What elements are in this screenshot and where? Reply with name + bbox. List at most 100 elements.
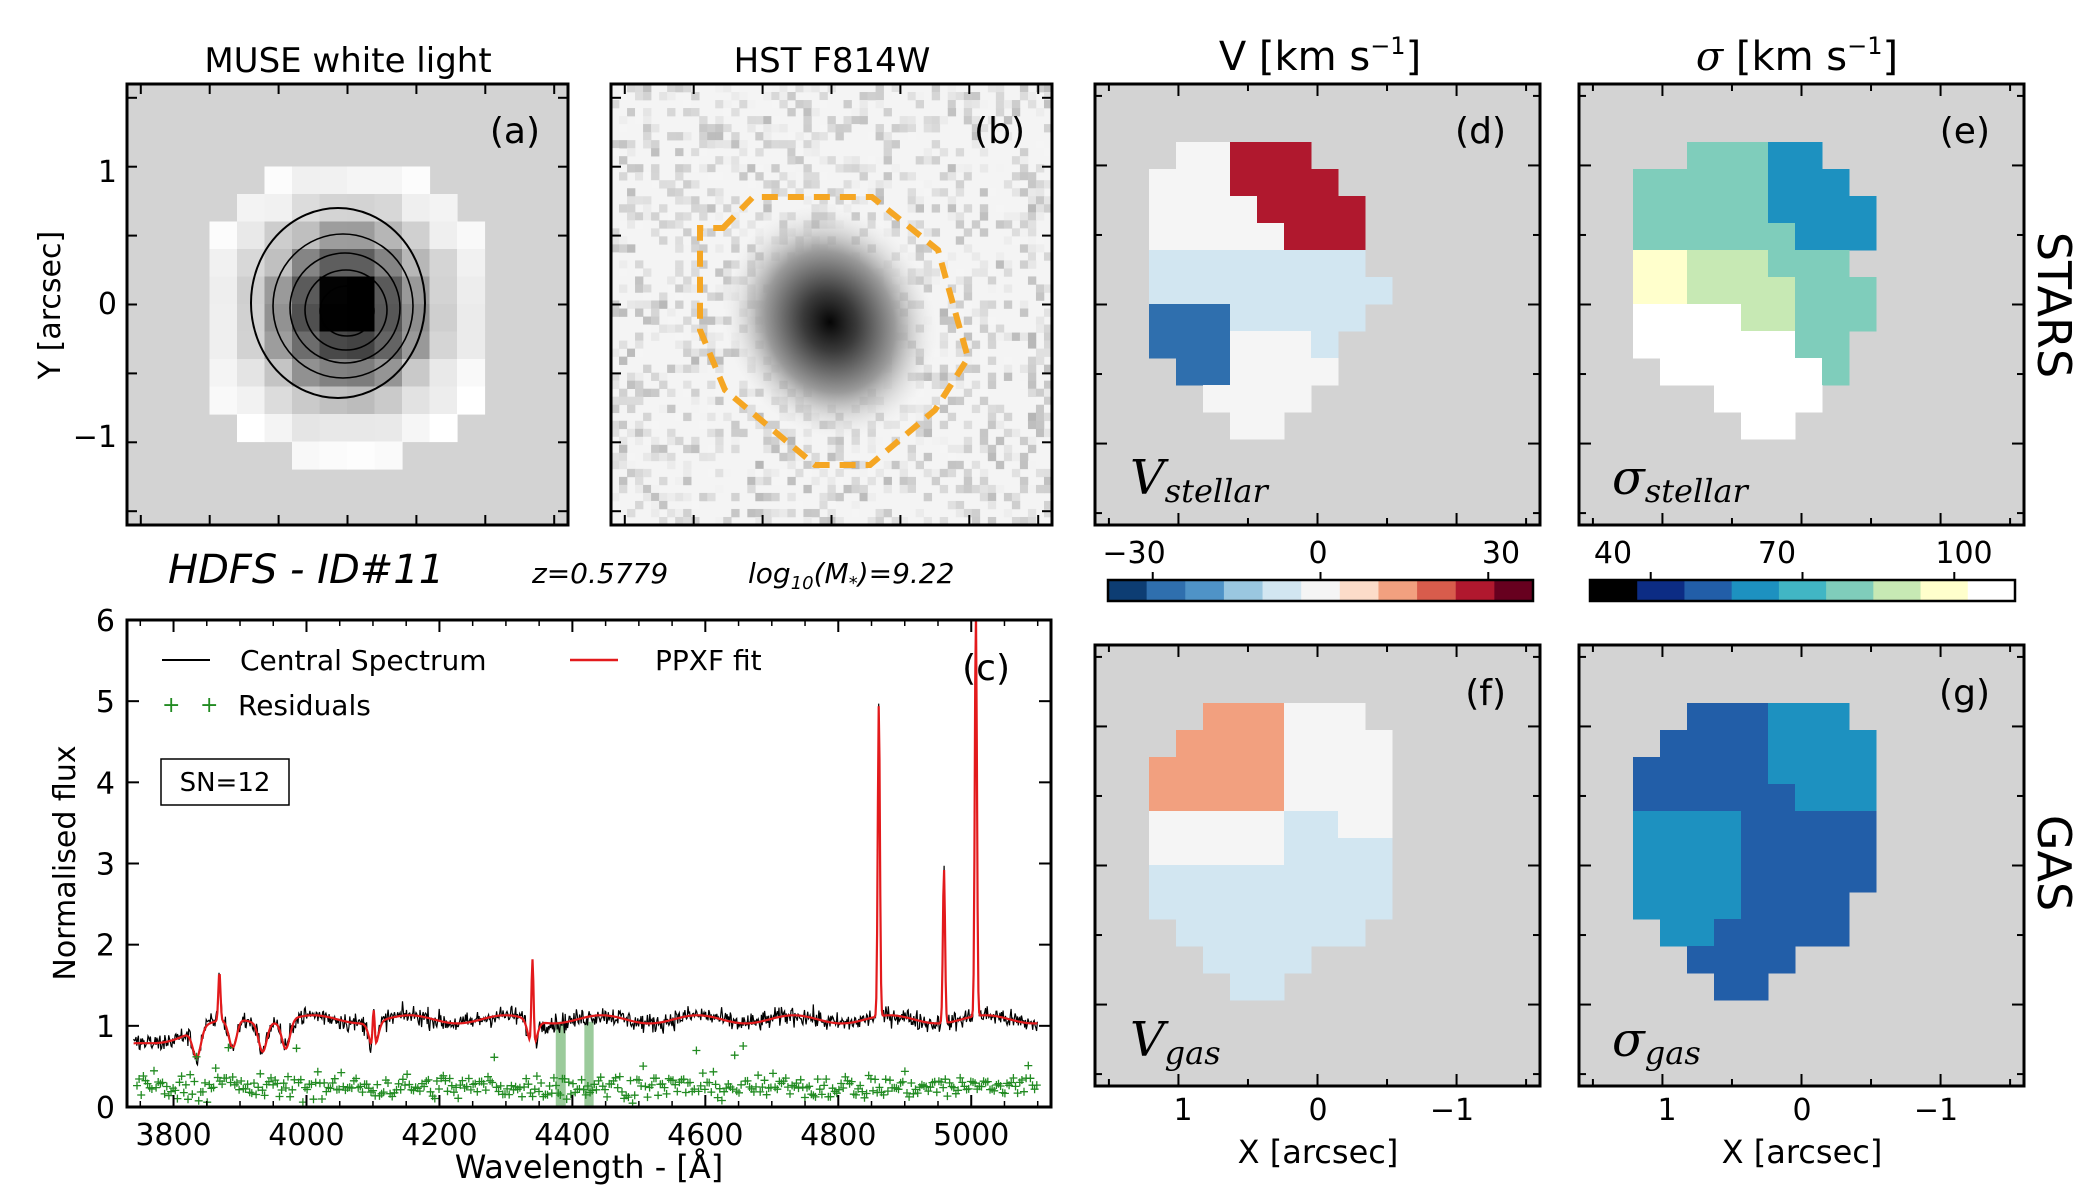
panel-b-noise-pixel [931, 204, 941, 213]
panel-b-noise-pixel [779, 84, 788, 93]
map-cell [1687, 304, 1715, 332]
panel-b-noise-pixel [931, 276, 941, 285]
panel-b-noise-pixel [731, 84, 740, 93]
panel-b-noise-pixel [1027, 460, 1037, 470]
panel-b-noise-pixel [1027, 332, 1037, 341]
panel-a-pixel [264, 386, 293, 415]
panel-b-noise-pixel [939, 372, 949, 381]
map-cell [1849, 277, 1877, 305]
map-cell [1176, 811, 1204, 839]
panel-a-pixel [374, 414, 403, 443]
panel-c-ytick-label: 0 [96, 1091, 115, 1126]
panel-b-noise-pixel [1027, 372, 1037, 381]
residual-point [335, 1085, 344, 1094]
panel-b-noise-pixel [883, 204, 892, 213]
map-cell [1338, 730, 1366, 758]
masked-region [555, 1021, 566, 1107]
panel-g-map-label: σgas [1612, 1012, 1701, 1072]
panel-c-ytick-label: 2 [96, 929, 115, 964]
residual-point [518, 1092, 526, 1101]
map-cell [1203, 730, 1231, 758]
map-cell [1284, 385, 1312, 413]
residual-point [320, 1078, 329, 1087]
panel-b-noise-pixel [971, 268, 981, 277]
panel-b-noise-pixel [755, 492, 764, 502]
panel-b-noise-pixel [731, 428, 740, 438]
panel-b-noise-pixel [971, 308, 981, 317]
map-cell [1203, 250, 1231, 278]
panel-b-noise-pixel [963, 436, 973, 446]
panel-b-noise-pixel [651, 388, 660, 398]
map-cell [1741, 865, 1769, 893]
residuals-series [133, 1042, 1041, 1107]
panel-b-noise-pixel [1019, 188, 1029, 197]
panel-a-pixel [429, 331, 458, 360]
map-cell [1714, 304, 1742, 332]
panel-b-noise-pixel [635, 332, 644, 341]
map-cell [1633, 331, 1661, 359]
panel-b-noise-pixel [1043, 476, 1052, 486]
map-cell [1257, 865, 1285, 893]
panel-b-noise-pixel [691, 396, 700, 406]
panel-b-noise-pixel [947, 372, 957, 381]
panel-b-noise-pixel [675, 436, 684, 446]
residual-point [690, 1085, 699, 1094]
panel-b-noise-pixel [1035, 204, 1045, 213]
residual-point [147, 1085, 156, 1093]
panel-a-pixel [457, 221, 486, 250]
panel-b-noise-pixel [947, 324, 957, 333]
residual-point [520, 1083, 529, 1091]
map-cell [1822, 358, 1850, 386]
panel-a-pixel [402, 304, 431, 333]
map-cell [1768, 331, 1796, 359]
map-cell [1311, 703, 1339, 731]
panel-b-noise-pixel [971, 116, 981, 125]
residual-point [926, 1083, 935, 1092]
panel-b-noise-pixel [955, 236, 965, 245]
panel-c-plot-area [133, 620, 1041, 1107]
panel-a-pixel [374, 386, 403, 415]
panel-b-noise-pixel [779, 140, 788, 149]
panel-b-noise-pixel [627, 508, 636, 518]
residual-point [405, 1080, 414, 1089]
residual-point [535, 1087, 543, 1096]
map-cell [1849, 784, 1877, 812]
panel-b-noise-pixel [731, 140, 740, 149]
map-cell [1257, 250, 1285, 278]
residual-point [309, 1095, 318, 1104]
panel-b-noise-pixel [771, 140, 780, 149]
panel-b-noise-pixel [611, 428, 620, 438]
cbar-v-tick-0: 0 [1308, 536, 1327, 571]
map-cell [1230, 784, 1258, 812]
panel-b-noise-pixel [771, 420, 780, 430]
map-cell [1230, 703, 1258, 731]
map-cell [1257, 358, 1285, 386]
residual-point [762, 1090, 771, 1099]
map-cell [1822, 703, 1850, 731]
panel-b-noise-pixel [875, 516, 884, 525]
panel-b-noise-pixel [643, 364, 652, 373]
panel-b-noise-pixel [723, 212, 732, 221]
map-cell [1687, 946, 1715, 974]
panel-b-noise-pixel [651, 436, 660, 446]
map-cell [1338, 757, 1366, 785]
panel-b-noise-pixel [955, 460, 965, 470]
panel-b-noise-pixel [1027, 212, 1037, 221]
residual-point [481, 1086, 490, 1095]
map-cell [1768, 385, 1796, 413]
panel-b-noise-pixel [1003, 452, 1013, 462]
residual-point [694, 1087, 703, 1096]
residual-point [769, 1069, 777, 1078]
map-cell [1822, 277, 1850, 305]
panel-b-noise-pixel [939, 516, 949, 525]
panel-b-noise-pixel [931, 116, 941, 125]
panel-b-noise-pixel [835, 436, 844, 446]
central-spectrum-line [133, 620, 1038, 1067]
panel-b-noise-pixel [1003, 444, 1013, 454]
panel-a-pixel [374, 359, 403, 388]
panel-b-noise-pixel [963, 484, 973, 494]
panel-b-noise-pixel [683, 196, 692, 205]
panel-a-ylabel: Y [arcsec] [33, 231, 68, 380]
panel-b-noise-pixel [691, 348, 700, 357]
map-cell [1257, 304, 1285, 332]
